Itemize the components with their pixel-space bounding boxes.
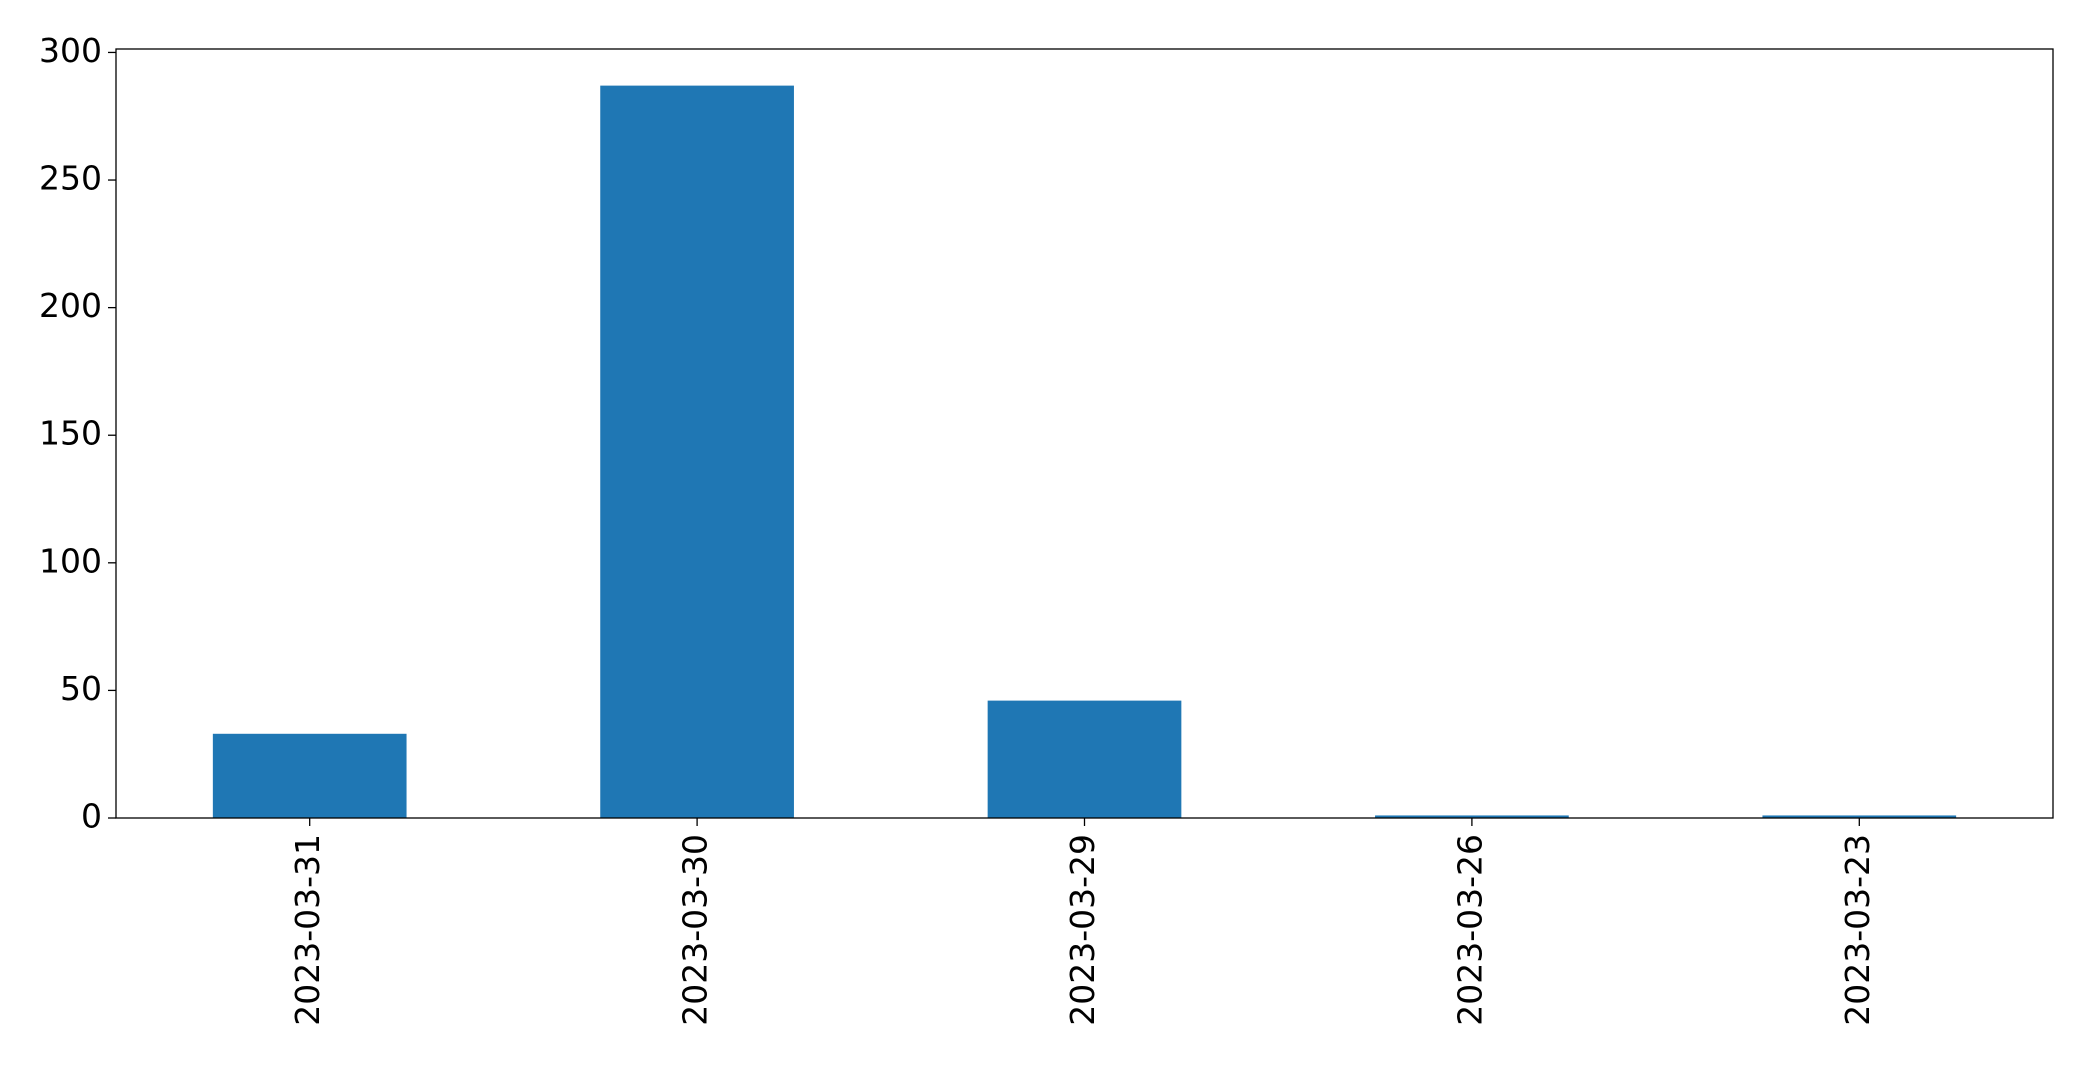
y-tick-label: 250 [39, 159, 102, 198]
bar [1762, 815, 1957, 818]
plot-frame [115, 48, 2054, 819]
y-tick-label: 100 [39, 541, 102, 580]
y-tick-label: 150 [39, 414, 102, 453]
bar [1375, 815, 1569, 818]
x-tick-label: 2023-03-30 [676, 834, 715, 1026]
x-tick-label: 2023-03-31 [288, 834, 327, 1026]
bar [600, 85, 794, 819]
bar [212, 733, 407, 818]
y-tick-label: 200 [39, 286, 102, 325]
bar [987, 700, 1182, 818]
x-tick-label: 2023-03-29 [1063, 834, 1102, 1026]
x-tick-label: 2023-03-26 [1450, 834, 1489, 1026]
y-tick-label: 300 [39, 31, 102, 70]
y-tick-label: 0 [81, 797, 102, 836]
y-tick-label: 50 [60, 669, 102, 708]
x-tick-label: 2023-03-23 [1838, 834, 1877, 1026]
